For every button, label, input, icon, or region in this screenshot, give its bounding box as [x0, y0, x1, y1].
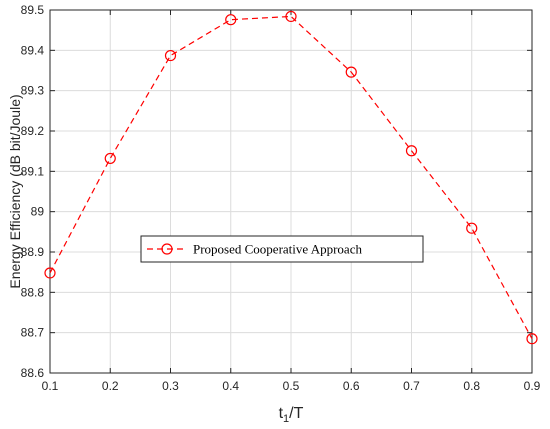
y-tick-label: 88.7	[21, 326, 45, 340]
y-axis-label: Energy Efficiency (dB bit/Joule)	[7, 94, 23, 288]
series-layer	[44, 10, 538, 345]
data-point	[225, 14, 237, 26]
x-tick-label: 0.1	[42, 379, 59, 393]
data-point	[405, 145, 418, 157]
axis-ticks	[49, 9, 533, 374]
data-point	[466, 222, 478, 234]
y-tick-label: 89.1	[21, 164, 45, 178]
data-point	[164, 49, 177, 62]
grid-lines	[49, 9, 533, 374]
x-tick-label: 0.6	[343, 379, 360, 393]
legend-label: Proposed Cooperative Approach	[193, 242, 362, 257]
legend-box	[140, 235, 424, 263]
y-tick-label: 88.8	[21, 285, 45, 299]
y-tick-label: 89.2	[21, 124, 45, 138]
x-axis-label-subscript: 1	[283, 413, 289, 425]
x-axis-label: t1/T	[279, 405, 304, 425]
x-tick-label: 0.4	[222, 379, 239, 393]
data-point	[345, 66, 357, 78]
data-point	[44, 267, 56, 279]
y-tick-label: 89.5	[21, 3, 45, 17]
x-tick-label: 0.2	[102, 379, 119, 393]
data-point	[526, 333, 538, 345]
legend: Proposed Cooperative Approach	[140, 235, 424, 263]
legend-marker-sample	[161, 243, 173, 255]
data-point	[285, 10, 297, 23]
y-tick-label: 89.3	[21, 84, 45, 98]
x-tick-label: 0.9	[524, 379, 541, 393]
y-tick-label: 88.9	[21, 245, 45, 259]
y-tick-label: 88.6	[21, 366, 45, 380]
x-tick-label: 0.8	[463, 379, 480, 393]
data-point	[104, 152, 116, 165]
tick-labels: 0.1 0.2 0.3 0.4 0.5 0.6 0.7 0.8 0.9 88.6 88.7 88.8 8…	[21, 3, 541, 393]
x-axis-label-main: t	[279, 405, 284, 422]
x-tick-label: 0.3	[162, 379, 179, 393]
y-tick-label: 89	[31, 205, 45, 219]
y-tick-label: 89.4	[21, 43, 45, 57]
series-line	[49, 15, 533, 340]
x-tick-label: 0.5	[283, 379, 300, 393]
x-axis-label-suffix: /T	[289, 405, 303, 422]
axis-labels: t1/T Energy Efficiency (dB bit/Joule)	[7, 94, 304, 425]
x-tick-label: 0.7	[403, 379, 420, 393]
